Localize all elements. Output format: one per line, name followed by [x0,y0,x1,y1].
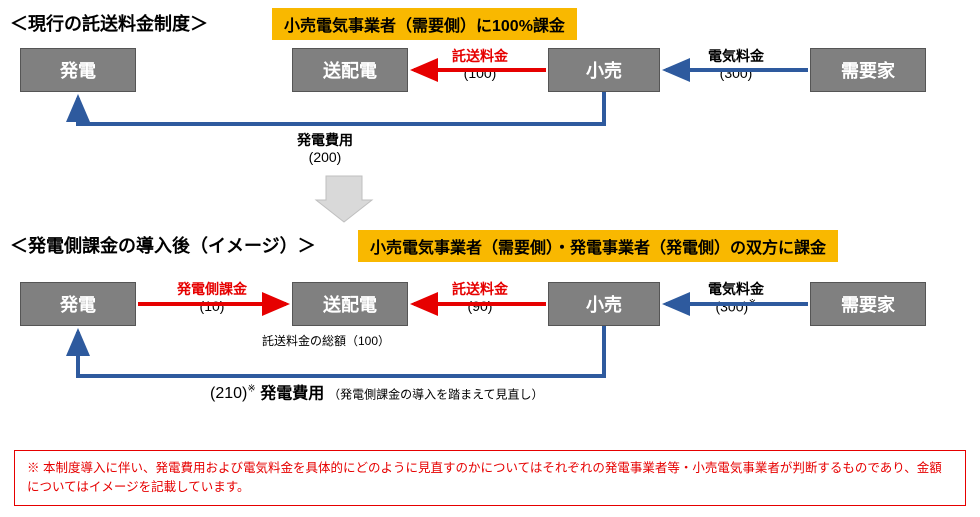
footnote-box: ※ 本制度導入に伴い、発電費用および電気料金を具体的にどのように見直すのかについ… [14,450,966,506]
s1-edge-cr-val: (300) [673,65,799,82]
s2-node-gen: 発電 [20,282,136,326]
s2-edge-gen-trans-label: 発電側課金 (10) [148,281,276,315]
section1-badge: 小売電気事業者（需要側）に100%課金 [272,8,577,40]
s1-edge-rg-val: (200) [265,149,385,166]
s2-edge-rg-note: （発電側課金の導入を踏まえて見直し） [328,387,543,401]
section2-title: ＜発電側課金の導入後（イメージ）＞ [10,232,316,258]
section2-badge: 小売電気事業者（需要側）・発電事業者（発電側）の双方に課金 [358,230,838,262]
s2-node-trans: 送配電 [292,282,408,326]
s1-node-trans: 送配電 [292,48,408,92]
s2-edge-rg-val: (210)※ [210,385,260,402]
s2-node-retail: 小売 [548,282,660,326]
s2-edge-rg-lbl: 発電費用 [260,385,324,402]
s1-edge-retail-gen-label: 発電費用 (200) [265,132,385,166]
s2-edge-cr-val: (300)※ [673,298,799,315]
s2-edge-gt-val: (10) [148,298,276,315]
s2-edge-cust-retail-label: 電気料金 (300)※ [673,281,799,315]
s2-edge-retail-gen-label: (210)※ 発電費用 （発電側課金の導入を踏まえて見直し） [210,384,690,404]
s1-edge-cr-lbl: 電気料金 [673,48,799,65]
s2-edge-rt-val: (90) [420,298,540,315]
s2-trans-note: 託送料金の総額（100） [262,332,390,349]
s1-edge-rg-lbl: 発電費用 [265,132,385,149]
s1-node-cust: 需要家 [810,48,926,92]
s2-node-cust: 需要家 [810,282,926,326]
s2-edge-retail-trans-label: 託送料金 (90) [420,281,540,315]
s2-edge-rt-lbl: 託送料金 [420,281,540,298]
s1-edge-rt-val: (100) [420,65,540,82]
s1-edge-cust-retail-label: 電気料金 (300) [673,48,799,82]
s2-edge-gt-lbl: 発電側課金 [148,281,276,298]
s1-node-retail: 小売 [548,48,660,92]
footnote-text: ※ 本制度導入に伴い、発電費用および電気料金を具体的にどのように見直すのかについ… [27,461,942,494]
s1-node-gen: 発電 [20,48,136,92]
s1-edge-retail-trans-label: 託送料金 (100) [420,48,540,82]
s1-edge-rt-lbl: 託送料金 [420,48,540,65]
s2-edge-cr-lbl: 電気料金 [673,281,799,298]
section1-title: ＜現行の託送料金制度＞ [10,10,208,36]
